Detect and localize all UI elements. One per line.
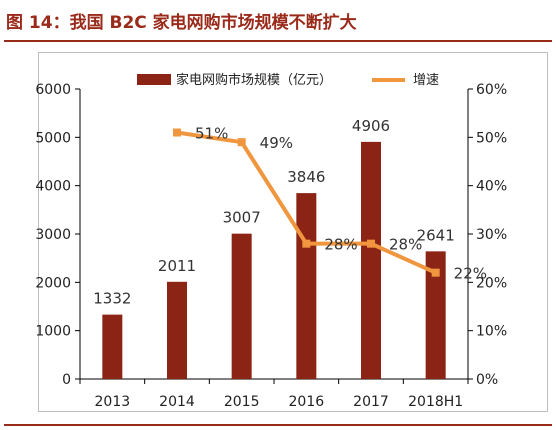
legend-bar-label: 家电网购市场规模（亿元） [176,72,332,88]
bar [167,281,187,379]
growth-point [367,239,375,248]
bar-value-label: 2011 [158,257,196,275]
legend-bar-swatch [137,74,171,85]
bar [102,314,123,379]
bar [361,141,381,379]
x-tick-label: 2018H1 [408,394,463,410]
right-tick-label: 50% [476,130,507,146]
chart-frame [38,52,548,412]
x-tick-label: 2014 [159,394,195,410]
growth-point [173,128,181,137]
x-tick-label: 2017 [353,394,389,410]
left-tick-label: 6000 [35,82,71,98]
bar-value-label: 1332 [93,290,131,308]
right-tick-label: 20% [476,275,507,291]
left-tick-label: 0 [62,372,71,388]
right-tick-label: 40% [476,179,507,195]
left-tick-label: 4000 [35,179,71,195]
left-tick-label: 5000 [35,130,71,146]
growth-value-label: 28% [324,236,357,254]
growth-point [237,138,246,147]
x-tick-label: 2013 [95,394,131,410]
right-tick-label: 10% [476,324,507,340]
growth-value-label: 49% [260,134,293,152]
bottom-divider [4,424,552,426]
left-tick-label: 3000 [35,227,71,243]
growth-line-series [173,128,440,277]
growth-point [302,239,311,248]
right-tick-label: 60% [476,82,507,98]
growth-point [431,268,440,277]
bar-value-label: 3846 [287,168,325,186]
x-tick-label: 2015 [224,394,260,410]
legend: 家电网购市场规模（亿元） 增速 [137,72,439,88]
bar [296,193,317,379]
growth-value-label: 22% [454,265,487,283]
left-tick-label: 2000 [35,275,71,291]
bar [425,251,446,379]
bar-series [102,141,446,379]
growth-value-label: 28% [389,236,422,254]
right-tick-label: 30% [476,227,507,243]
right-tick-label: 0% [476,372,498,388]
figure-title: 图 14：我国 B2C 家电网购市场规模不断扩大 [6,13,357,33]
x-tick-label: 2016 [289,394,325,410]
legend-line-label: 增速 [413,73,439,88]
data-labels: 1332 2011 3007 3846 4906 2641 51% 49% 28% 28% 22% [93,117,487,308]
bar-value-label: 2641 [417,226,455,244]
bar-value-label: 3007 [223,209,261,227]
bar-value-label: 4906 [352,117,390,135]
title-divider [4,40,552,42]
bar [231,233,252,379]
growth-value-label: 51% [195,125,228,143]
axes: 0 1000 2000 3000 4000 5000 6000 0% 10% 20% 30% 40% 5… [35,82,507,410]
left-tick-label: 1000 [35,324,71,340]
